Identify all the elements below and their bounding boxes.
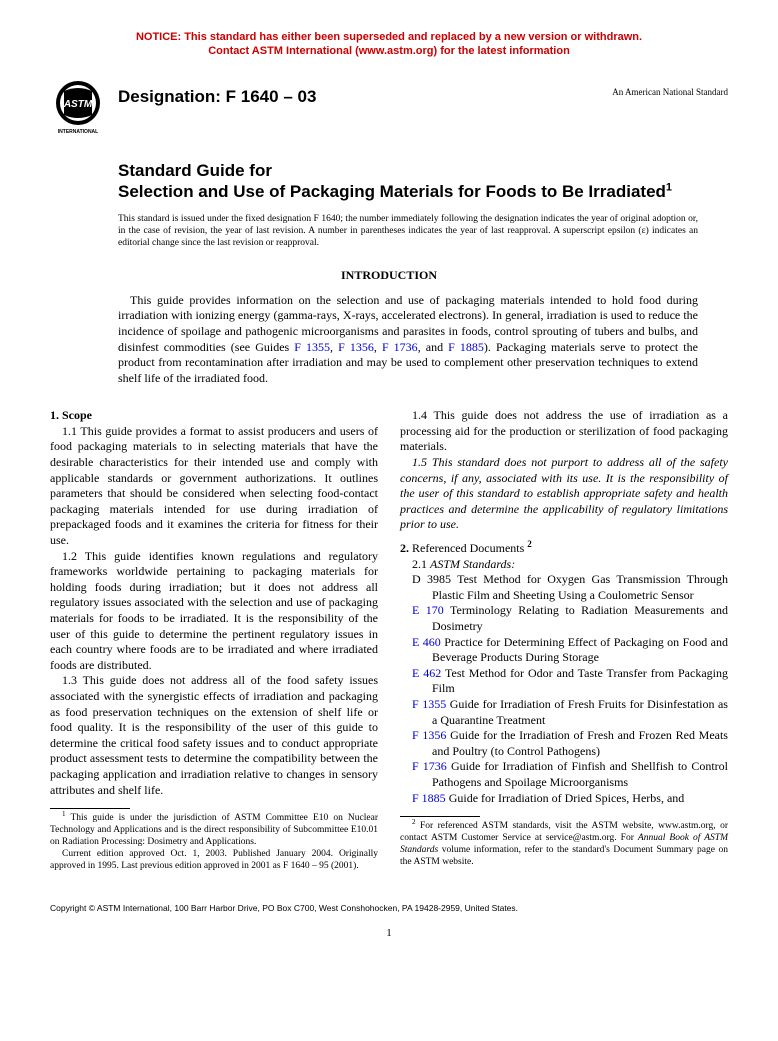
astm-logo-icon: ASTM INTERNATIONAL <box>50 79 106 135</box>
title-block: Standard Guide for Selection and Use of … <box>118 160 698 203</box>
reference-item: F 1885 Guide for Irradiation of Dried Sp… <box>400 791 728 807</box>
link-f1885[interactable]: F 1885 <box>448 340 484 354</box>
document-title: Standard Guide for Selection and Use of … <box>118 160 698 203</box>
refdocs-heading: 2. Referenced Documents 2 <box>400 541 728 557</box>
svg-text:INTERNATIONAL: INTERNATIONAL <box>58 129 98 135</box>
reference-text: Guide for the Irradiation of Fresh and F… <box>432 728 728 758</box>
intro-heading: INTRODUCTION <box>50 268 728 283</box>
reference-item: D 3985 Test Method for Oxygen Gas Transm… <box>400 572 728 603</box>
footnote-1: 1 This guide is under the jurisdiction o… <box>50 813 378 849</box>
body-columns: 1. Scope 1.1 This guide provides a forma… <box>50 408 728 872</box>
scope-1.3: 1.3 This guide does not address all of t… <box>50 673 378 798</box>
reference-item: F 1736 Guide for Irradiation of Finfish … <box>400 759 728 790</box>
reference-code[interactable]: F 1885 <box>412 791 449 805</box>
issuance-note: This standard is issued under the fixed … <box>118 214 698 250</box>
left-column: 1. Scope 1.1 This guide provides a forma… <box>50 408 378 872</box>
reference-code[interactable]: E 460 <box>412 635 444 649</box>
page-number: 1 <box>50 927 728 939</box>
header-row: ASTM INTERNATIONAL Designation: F 1640 –… <box>50 79 728 135</box>
reference-text: Test Method for Oxygen Gas Transmission … <box>432 572 728 602</box>
footnote-rule-right <box>400 816 480 817</box>
scope-1.4: 1.4 This guide does not address the use … <box>400 408 728 455</box>
notice-banner: NOTICE: This standard has either been su… <box>50 30 728 59</box>
reference-item: E 460 Practice for Determining Effect of… <box>400 635 728 666</box>
footnote-rule-left <box>50 808 130 809</box>
footnote-2: 2 For referenced ASTM standards, visit t… <box>400 821 728 869</box>
scope-heading: 1. Scope <box>50 408 378 424</box>
reference-code[interactable]: F 1736 <box>412 759 451 773</box>
copyright-line: Copyright © ASTM International, 100 Barr… <box>50 903 728 913</box>
reference-code: D 3985 <box>412 572 457 586</box>
astm-standards-subhead: 2.1 ASTM Standards: <box>400 557 728 573</box>
reference-text: Guide for Irradiation of Fresh Fruits fo… <box>432 697 728 727</box>
scope-1.5: 1.5 This standard does not purport to ad… <box>400 455 728 533</box>
reference-text: Guide for Irradiation of Finfish and She… <box>432 759 728 789</box>
notice-line2: Contact ASTM International (www.astm.org… <box>208 45 570 57</box>
notice-line1: NOTICE: This standard has either been su… <box>136 31 642 43</box>
link-f1356[interactable]: F 1356 <box>338 340 374 354</box>
reference-item: E 462 Test Method for Odor and Taste Tra… <box>400 666 728 697</box>
link-f1355[interactable]: F 1355 <box>294 340 330 354</box>
reference-code[interactable]: E 462 <box>412 666 445 680</box>
scope-1.1: 1.1 This guide provides a format to assi… <box>50 424 378 549</box>
reference-code[interactable]: F 1355 <box>412 697 450 711</box>
ansi-note: An American National Standard <box>612 79 728 97</box>
right-column: 1.4 This guide does not address the use … <box>400 408 728 872</box>
footnote-1b: Current edition approved Oct. 1, 2003. P… <box>50 849 378 873</box>
reference-code[interactable]: E 170 <box>412 603 450 617</box>
designation-label: Designation: F 1640 – 03 <box>118 79 612 107</box>
reference-list: D 3985 Test Method for Oxygen Gas Transm… <box>400 572 728 806</box>
reference-text: Practice for Determining Effect of Packa… <box>432 635 728 665</box>
link-f1736[interactable]: F 1736 <box>382 340 418 354</box>
scope-1.2: 1.2 This guide identifies known regulati… <box>50 549 378 674</box>
svg-text:ASTM: ASTM <box>63 99 93 110</box>
reference-code[interactable]: F 1356 <box>412 728 450 742</box>
reference-item: F 1356 Guide for the Irradiation of Fres… <box>400 728 728 759</box>
reference-text: Guide for Irradiation of Dried Spices, H… <box>449 791 685 805</box>
reference-item: F 1355 Guide for Irradiation of Fresh Fr… <box>400 697 728 728</box>
intro-body: This guide provides information on the s… <box>118 293 698 387</box>
reference-item: E 170 Terminology Relating to Radiation … <box>400 603 728 634</box>
reference-text: Terminology Relating to Radiation Measur… <box>432 603 728 633</box>
reference-text: Test Method for Odor and Taste Transfer … <box>432 666 728 696</box>
